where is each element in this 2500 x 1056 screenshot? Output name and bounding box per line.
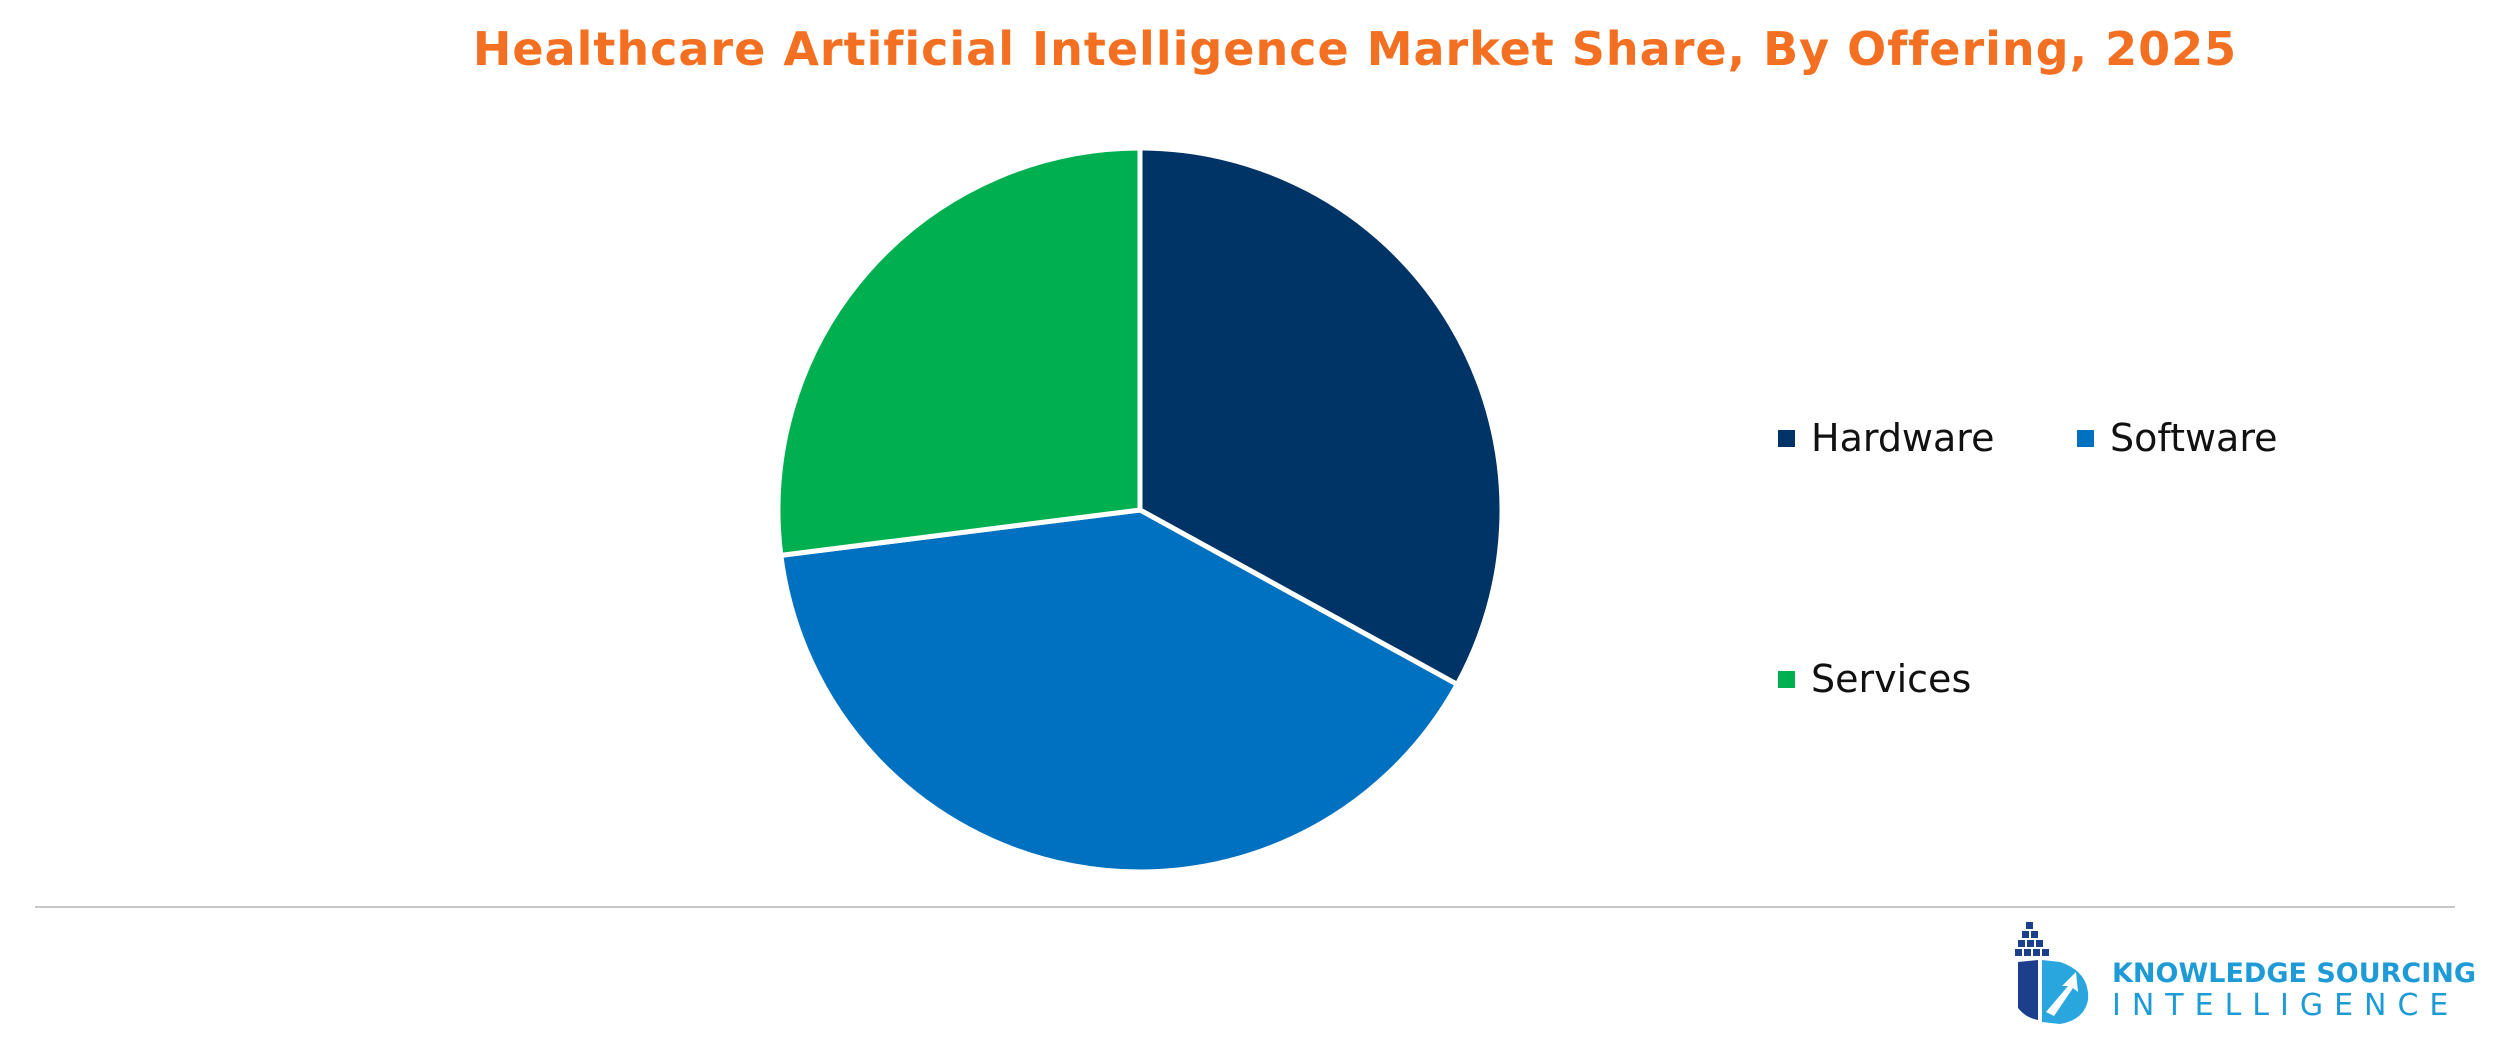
- legend-item-services: Services: [1778, 657, 1971, 701]
- brand-name-line-2: INTELLIGENCE: [2112, 988, 2460, 1023]
- legend-label-hardware: Hardware: [1811, 416, 1995, 460]
- legend-swatch-hardware: [1778, 429, 1795, 447]
- legend-item-hardware: Hardware: [1778, 416, 1994, 460]
- legend-item-software: Software: [2077, 416, 2278, 460]
- pie-slice-hardware: [1137, 145, 1505, 687]
- legend-label-services: Services: [1811, 657, 1972, 701]
- footer-divider: [35, 906, 2455, 908]
- pie-slice-software: [778, 507, 1460, 875]
- legend-label-software: Software: [2110, 416, 2278, 460]
- pie-slices: [775, 145, 1505, 875]
- chart-title: Healthcare Artificial Intelligence Marke…: [472, 22, 2238, 76]
- pie-slice-services: [775, 145, 1143, 558]
- brand-name-line-1: KNOWLEDGE SOURCING: [2112, 958, 2477, 989]
- legend-swatch-software: [2077, 429, 2094, 447]
- pie-chart: [775, 145, 1505, 875]
- building-growth-emblem-icon: [2015, 922, 2089, 1024]
- legend-swatch-services: [1778, 670, 1795, 688]
- brand-logo: KNOWLEDGE SOURCING INTELLIGENCE: [2010, 920, 2476, 1030]
